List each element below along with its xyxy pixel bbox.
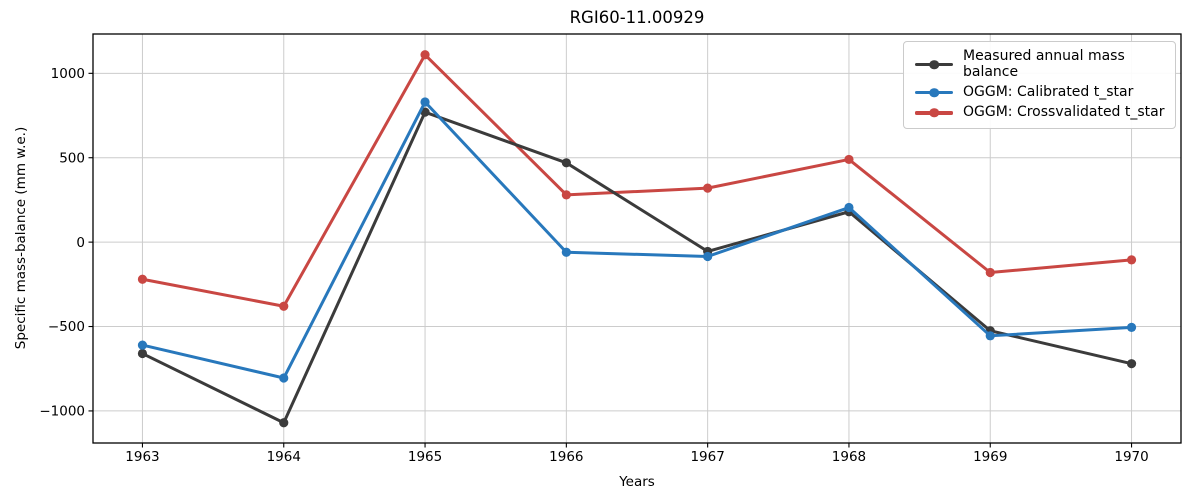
y-tick-label: 500 bbox=[59, 150, 85, 166]
data-point-marker bbox=[1126, 255, 1137, 265]
data-point-marker bbox=[279, 373, 289, 383]
x-tick-label: 1967 bbox=[690, 449, 724, 465]
legend-label: OGGM: Crossvalidated t_star bbox=[963, 104, 1165, 121]
data-point-marker bbox=[844, 202, 854, 213]
series bbox=[137, 50, 1137, 428]
legend: Measured annual mass balance OGGM: Calib… bbox=[903, 41, 1176, 129]
legend-marker-dot bbox=[929, 87, 939, 98]
data-point-marker bbox=[703, 183, 713, 193]
legend-item-measured: Measured annual mass balance bbox=[904, 49, 1175, 80]
data-point-marker bbox=[279, 418, 289, 428]
legend-label: Measured annual mass balance bbox=[963, 48, 1125, 80]
data-point-marker bbox=[137, 340, 148, 350]
data-point-marker bbox=[561, 158, 571, 168]
data-point-marker bbox=[985, 267, 995, 278]
data-point-marker bbox=[1126, 359, 1137, 369]
data-point-marker bbox=[703, 251, 713, 262]
legend-swatch-measured bbox=[915, 58, 953, 71]
y-tick-label: −500 bbox=[48, 319, 85, 335]
data-point-marker bbox=[137, 348, 148, 359]
legend-label: OGGM: Calibrated t_star bbox=[963, 84, 1134, 100]
data-point-marker bbox=[561, 247, 571, 257]
plot-border bbox=[92, 33, 1182, 444]
legend-item-crossvalidated: OGGM: Crossvalidated t_star bbox=[904, 104, 1175, 121]
x-tick-label: 1966 bbox=[549, 449, 583, 465]
series-line-2 bbox=[140, 53, 1134, 308]
x-tick-label: 1969 bbox=[973, 449, 1007, 465]
legend-item-calibrated: OGGM: Calibrated t_star bbox=[904, 84, 1175, 100]
x-tick-label: 1965 bbox=[408, 449, 442, 465]
data-point-marker bbox=[420, 107, 430, 117]
data-point-marker bbox=[279, 301, 289, 311]
x-tick-label: 1968 bbox=[832, 449, 866, 465]
x-tick-label: 1970 bbox=[1114, 449, 1148, 465]
x-tick-label: 1963 bbox=[125, 449, 159, 465]
series-line-1 bbox=[140, 100, 1134, 380]
y-tick-label: 1000 bbox=[51, 66, 85, 82]
y-tick-label: −1000 bbox=[39, 404, 85, 420]
y-axis-label: Specific mass-balance (mm w.e.) bbox=[13, 126, 29, 350]
data-point-marker bbox=[985, 331, 995, 341]
legend-marker-dot bbox=[929, 60, 939, 70]
legend-swatch-calibrated bbox=[915, 86, 953, 99]
legend-swatch-crossvalidated bbox=[915, 106, 953, 119]
x-axis-label: Years bbox=[619, 474, 655, 490]
data-point-marker bbox=[137, 274, 148, 284]
series-line-0 bbox=[140, 110, 1134, 425]
y-tick-label: 0 bbox=[76, 235, 85, 251]
data-point-marker bbox=[1126, 322, 1137, 332]
legend-marker-dot bbox=[929, 108, 939, 118]
data-point-marker bbox=[420, 50, 430, 60]
data-point-marker bbox=[561, 190, 571, 200]
data-point-marker bbox=[844, 154, 854, 165]
x-tick-label: 1964 bbox=[267, 449, 301, 465]
axes: 1963 1964 1965 1966 1967 1968 1969 1970 −1000 −50… bbox=[39, 33, 1182, 465]
data-point-marker bbox=[420, 97, 430, 107]
chart-title: RGI60-11.00929 bbox=[569, 8, 705, 27]
